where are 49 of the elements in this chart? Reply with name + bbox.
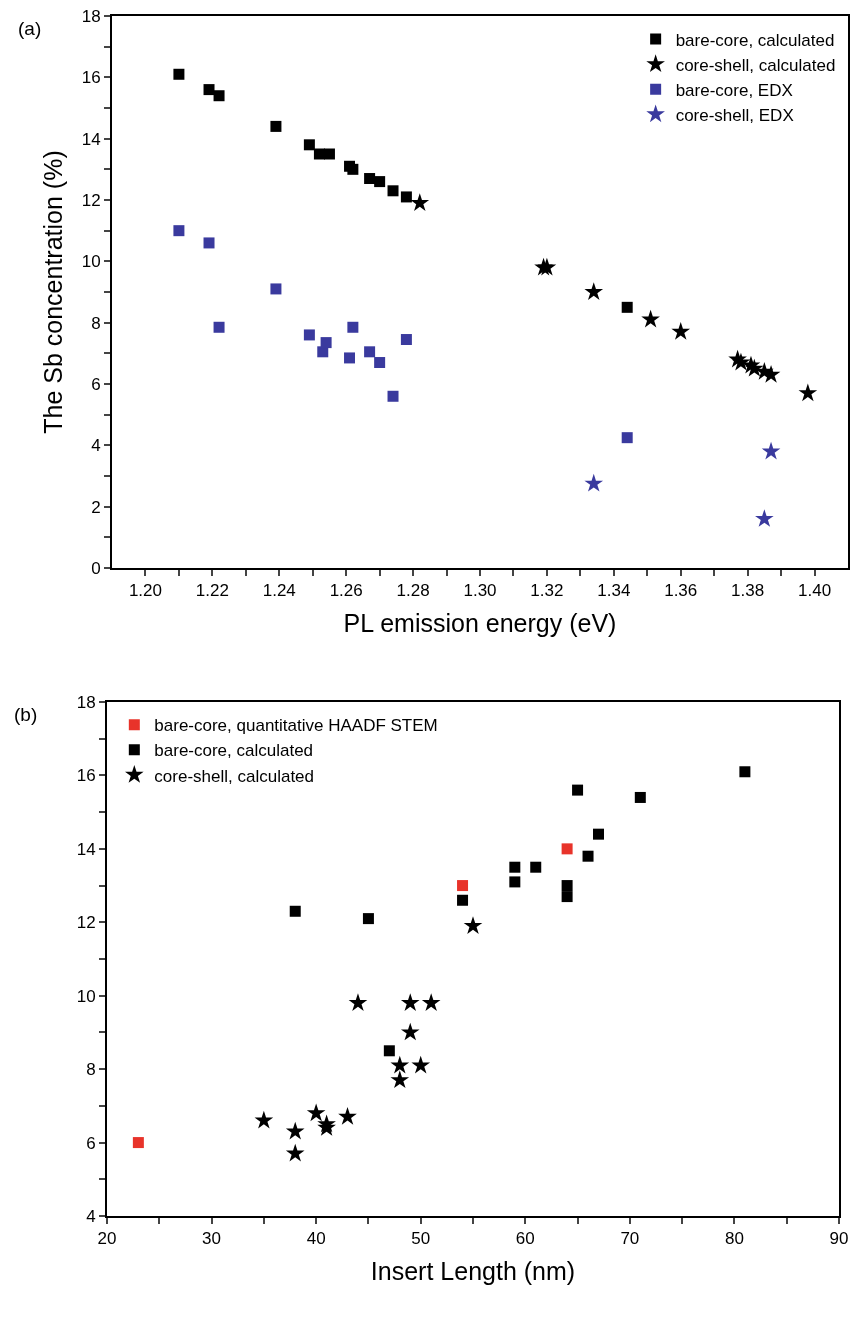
x-tick-label: 1.34 xyxy=(597,581,631,601)
y-tick-label: 14 xyxy=(76,839,96,859)
y-tick-label: 4 xyxy=(86,1206,96,1226)
y-tick-label: 16 xyxy=(76,766,96,786)
y-tick-label: 10 xyxy=(76,986,96,1006)
y-tick-label: 12 xyxy=(76,913,96,933)
y-tick-label: 2 xyxy=(91,497,101,517)
y-tick-label: 10 xyxy=(81,252,101,272)
x-tick-label: 1.26 xyxy=(329,581,363,601)
x-tick-label: 70 xyxy=(620,1229,640,1249)
text: (b) xyxy=(14,704,38,725)
legend-label: bare-core, quantitative HAADF STEM xyxy=(154,716,438,736)
y-tick-label: 18 xyxy=(76,692,96,712)
x-tick-label: 1.22 xyxy=(195,581,229,601)
x-tick-label: 80 xyxy=(724,1229,744,1249)
y-tick-label: 16 xyxy=(81,68,101,88)
y-tick-label: 8 xyxy=(86,1060,96,1080)
x-tick-label: 50 xyxy=(411,1229,431,1249)
x-tick-label: 1.28 xyxy=(396,581,430,601)
y-tick-label: 14 xyxy=(81,129,101,149)
x-tick-label: 1.40 xyxy=(798,581,832,601)
legend-label: bare-core, calculated xyxy=(675,30,835,50)
x-tick-label: 30 xyxy=(202,1229,222,1249)
x-tick-label: 90 xyxy=(829,1229,849,1249)
x-axis-title: Insert Length (nm) xyxy=(370,1256,576,1285)
x-tick-label: 1.24 xyxy=(262,581,296,601)
text: (a) xyxy=(18,18,42,39)
legend-label: core-shell, EDX xyxy=(675,106,794,125)
x-tick-label: 1.38 xyxy=(731,581,765,601)
x-tick-label: 60 xyxy=(515,1229,535,1249)
x-tick-label: 40 xyxy=(306,1229,326,1249)
x-tick-label: 1.30 xyxy=(463,581,497,601)
y-tick-label: 4 xyxy=(91,436,101,456)
x-axis-title: PL emission energy (eV) xyxy=(343,608,617,637)
x-tick-label: 1.32 xyxy=(530,581,564,601)
y-tick-label: 6 xyxy=(91,374,101,394)
legend-label: bare-core, calculated xyxy=(154,741,314,761)
legend-label: core-shell, calculated xyxy=(675,55,836,75)
x-tick-label: 1.20 xyxy=(128,581,162,601)
legend-label: core-shell, calculated xyxy=(154,766,315,786)
y-tick-label: 12 xyxy=(81,190,101,210)
y-tick-label: 8 xyxy=(91,313,101,333)
y-tick-label: 6 xyxy=(86,1133,96,1153)
x-tick-label: 1.36 xyxy=(664,581,698,601)
y-axis-title: The Sb concentration (%) xyxy=(38,150,67,434)
y-tick-label: 0 xyxy=(91,558,101,578)
legend-label: bare-core, EDX xyxy=(675,80,793,100)
y-tick-label: 18 xyxy=(81,6,101,26)
x-tick-label: 20 xyxy=(97,1229,117,1249)
